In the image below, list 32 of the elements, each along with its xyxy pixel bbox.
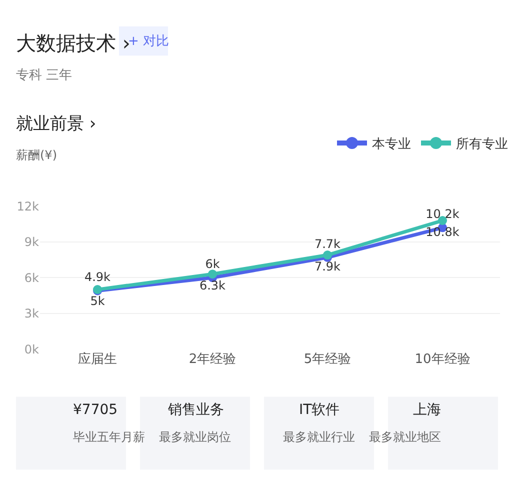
- text: 最多就业地区: [369, 430, 441, 444]
- y-tick-label: 9k: [24, 235, 40, 250]
- y-tick-label: 12k: [16, 199, 40, 214]
- data-label: 4.9k: [84, 270, 111, 284]
- text: 上海: [413, 402, 441, 418]
- y-axis-title: 薪酬(¥): [16, 148, 57, 162]
- text: ¥7705: [73, 402, 118, 418]
- x-tick-label: 2年经验: [188, 352, 236, 368]
- y-tick-label: 6k: [24, 270, 40, 285]
- data-label: 10.2k: [426, 207, 460, 222]
- text: 专科 三年: [16, 68, 72, 83]
- data-label: 6k: [205, 257, 220, 272]
- legend-label: 本专业: [372, 137, 411, 152]
- text: IT软件: [299, 402, 340, 418]
- x-tick-label: 应届生: [78, 351, 117, 368]
- chart-title: 就业前景 ›: [16, 114, 96, 134]
- text: 最多就业岗位: [159, 430, 231, 444]
- point: [208, 270, 217, 279]
- text: 大数据技术 ›: [16, 31, 130, 55]
- text: 最多就业行业: [283, 430, 355, 444]
- x-tick-label: 10年经验: [414, 352, 470, 368]
- text: 销售业务: [167, 402, 224, 418]
- legend-label: 所有专业: [456, 137, 508, 152]
- data-label: 6.3k: [199, 278, 226, 293]
- text: + 对比: [128, 34, 170, 49]
- data-label: 7.9k: [314, 260, 341, 274]
- text: 毕业五年月薪: [73, 430, 145, 444]
- y-tick-label: 0k: [24, 342, 40, 356]
- x-tick-label: 5年经验: [304, 352, 352, 368]
- y-tick-label: 3k: [24, 306, 40, 321]
- data-label: 7.7k: [314, 236, 341, 251]
- data-label: 5k: [90, 294, 105, 308]
